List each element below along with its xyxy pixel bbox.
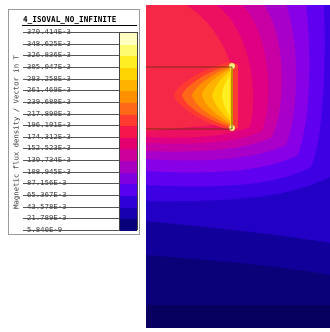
legend-tick: 348.625E-3 <box>23 38 120 49</box>
legend-color-swatch <box>120 56 137 69</box>
legend-tick-line <box>23 78 120 80</box>
legend-color-swatch <box>120 219 137 232</box>
legend-color-swatch <box>120 184 137 197</box>
legend-title: 4_ISOVAL_NO_INFINITE <box>23 15 117 24</box>
legend-title-underline <box>22 25 137 26</box>
legend-tick-line <box>23 183 120 185</box>
legend-tick-label: 326.836E-3 <box>27 50 71 60</box>
legend-tick-label: 65.367E-3 <box>27 190 67 200</box>
legend-tick-label: 108.945E-3 <box>27 166 71 176</box>
legend-tick: 5.840E-9 <box>23 225 120 235</box>
legend-color-swatch <box>120 33 137 46</box>
legend-tick: 130.734E-3 <box>23 155 120 165</box>
legend-tick-line <box>23 90 120 92</box>
legend-tick-line <box>23 113 120 115</box>
legend-color-swatch <box>120 67 137 81</box>
legend-tick: 261.469E-3 <box>23 85 120 95</box>
legend-tick-label: 261.469E-3 <box>27 85 71 95</box>
legend-tick-label: 239.680E-3 <box>27 96 71 106</box>
legend-tick-line <box>23 43 120 45</box>
contour-band-17 <box>222 75 232 117</box>
legend-tick-line <box>23 32 120 33</box>
legend-colorbar <box>119 32 138 232</box>
legend-tick-line <box>23 171 120 173</box>
legend-color-swatch <box>120 172 137 185</box>
legend-tick: 239.680E-3 <box>23 96 120 107</box>
legend-tick-label: 130.734E-3 <box>27 155 71 165</box>
legend-color-swatch <box>120 207 137 220</box>
legend-tick: 217.890E-3 <box>23 108 120 119</box>
legend-tick-list: 370.414E-3 348.625E-3 326.836E-3 305.047E-3… <box>9 10 141 236</box>
legend-tick: 152.523E-3 <box>23 143 120 153</box>
legend-panel: 4_ISOVAL_NO_INFINITE Magnetic flux densi… <box>8 9 140 235</box>
legend-tick-label: 305.047E-3 <box>27 61 71 71</box>
legend-tick-label: 196.101E-3 <box>27 120 71 130</box>
legend-tick-label: 348.625E-3 <box>27 38 71 48</box>
conductor-corner-top <box>229 63 235 69</box>
legend-tick: 283.258E-3 <box>23 73 120 84</box>
legend-color-swatch <box>120 126 137 139</box>
legend-color-swatch <box>120 114 137 127</box>
legend-tick: 108.945E-3 <box>23 166 120 177</box>
legend-tick-label: 174.312E-3 <box>27 131 71 141</box>
legend-tick: 196.101E-3 <box>23 120 120 130</box>
legend-color-swatch <box>120 149 137 162</box>
legend-color-swatch <box>120 137 137 150</box>
legend-tick-label: 43.578E-3 <box>27 201 67 211</box>
legend-tick-line <box>23 160 120 162</box>
legend-tick: 65.367E-3 <box>23 190 120 200</box>
legend-color-swatch <box>120 102 137 116</box>
legend-tick: 21.789E-3 <box>23 213 120 223</box>
flux-density-plot[interactable] <box>146 5 330 328</box>
legend-tick-line <box>23 218 120 220</box>
legend-color-swatch <box>120 44 137 57</box>
legend-tick: 87.156E-3 <box>23 178 120 188</box>
legend-color-swatch <box>120 196 137 209</box>
legend-tick-label: 87.156E-3 <box>27 178 67 188</box>
legend-tick-line <box>23 148 120 150</box>
legend-tick-label: 152.523E-3 <box>27 143 71 153</box>
legend-tick-line <box>23 101 120 103</box>
legend-tick-line <box>23 195 120 197</box>
legend-tick: 43.578E-3 <box>23 201 120 212</box>
legend-tick-line <box>23 66 120 68</box>
isovalue-contour-map <box>146 5 330 328</box>
conductor-edge <box>230 65 233 129</box>
legend-tick-label: 21.789E-3 <box>27 213 67 223</box>
legend-tick-label: 217.890E-3 <box>27 108 71 118</box>
legend-tick-label: 370.414E-3 <box>27 27 71 36</box>
legend-tick-line <box>23 230 120 231</box>
legend-tick-line <box>23 206 120 208</box>
legend-tick: 174.312E-3 <box>23 131 120 142</box>
legend-tick: 305.047E-3 <box>23 61 120 72</box>
legend-tick-label: 283.258E-3 <box>27 73 71 83</box>
legend-tick: 326.836E-3 <box>23 50 120 60</box>
legend-tick-line <box>23 55 120 57</box>
legend-tick-line <box>23 125 120 127</box>
legend-color-swatch <box>120 79 137 92</box>
legend-tick: 370.414E-3 <box>23 27 120 37</box>
legend-tick-label: 5.840E-9 <box>27 225 63 234</box>
legend-tick-line <box>23 136 120 138</box>
legend-color-swatch <box>120 91 137 104</box>
legend-color-swatch <box>120 161 137 174</box>
